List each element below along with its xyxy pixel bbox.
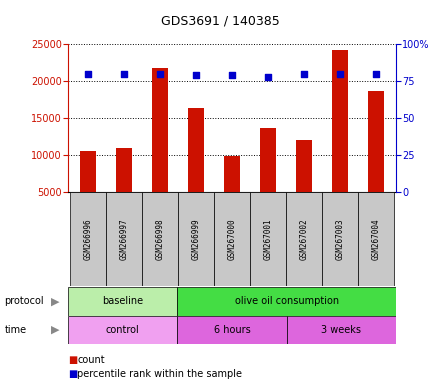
Text: baseline: baseline [102,296,143,306]
Bar [286,192,322,286]
Text: GSM266996: GSM266996 [84,218,92,260]
Point [157,71,164,77]
Bar [224,156,240,229]
Bar [250,192,286,286]
Text: GDS3691 / 140385: GDS3691 / 140385 [161,15,279,28]
Text: GSM267000: GSM267000 [227,218,237,260]
Bar [287,316,396,344]
Point [229,72,236,78]
Text: time: time [4,325,26,335]
Bar [142,192,178,286]
Text: GSM266999: GSM266999 [191,218,201,260]
Point [193,72,200,78]
Point [337,71,344,77]
Text: ■: ■ [68,355,77,365]
Bar [116,147,132,229]
Point [373,71,380,77]
Bar [70,192,106,286]
Text: GSM267004: GSM267004 [372,218,381,260]
Point [264,74,271,80]
Bar [368,91,384,229]
Bar [322,192,358,286]
Text: GSM266997: GSM266997 [120,218,128,260]
Point [301,71,308,77]
Bar [177,287,396,316]
Text: GSM267002: GSM267002 [300,218,308,260]
Bar [260,128,276,229]
Point [121,71,128,77]
Bar [214,192,250,286]
Text: protocol: protocol [4,296,44,306]
Bar [106,192,142,286]
Bar [332,50,348,229]
Text: olive oil consumption: olive oil consumption [235,296,339,306]
Text: GSM267001: GSM267001 [264,218,273,260]
Bar [68,316,177,344]
Text: GSM266998: GSM266998 [156,218,165,260]
Text: 3 weeks: 3 weeks [321,325,361,335]
Bar [80,151,96,229]
Bar [188,108,204,229]
Text: GSM267003: GSM267003 [336,218,345,260]
Bar [296,139,312,229]
Text: ▶: ▶ [51,325,59,335]
Text: percentile rank within the sample: percentile rank within the sample [77,369,242,379]
Bar [178,192,214,286]
Bar [152,68,168,229]
Bar [177,316,287,344]
Bar [358,192,394,286]
Text: control: control [106,325,140,335]
Bar [68,287,177,316]
Text: 6 hours: 6 hours [214,325,250,335]
Text: ▶: ▶ [51,296,59,306]
Text: count: count [77,355,105,365]
Text: ■: ■ [68,369,77,379]
Point [84,71,92,77]
